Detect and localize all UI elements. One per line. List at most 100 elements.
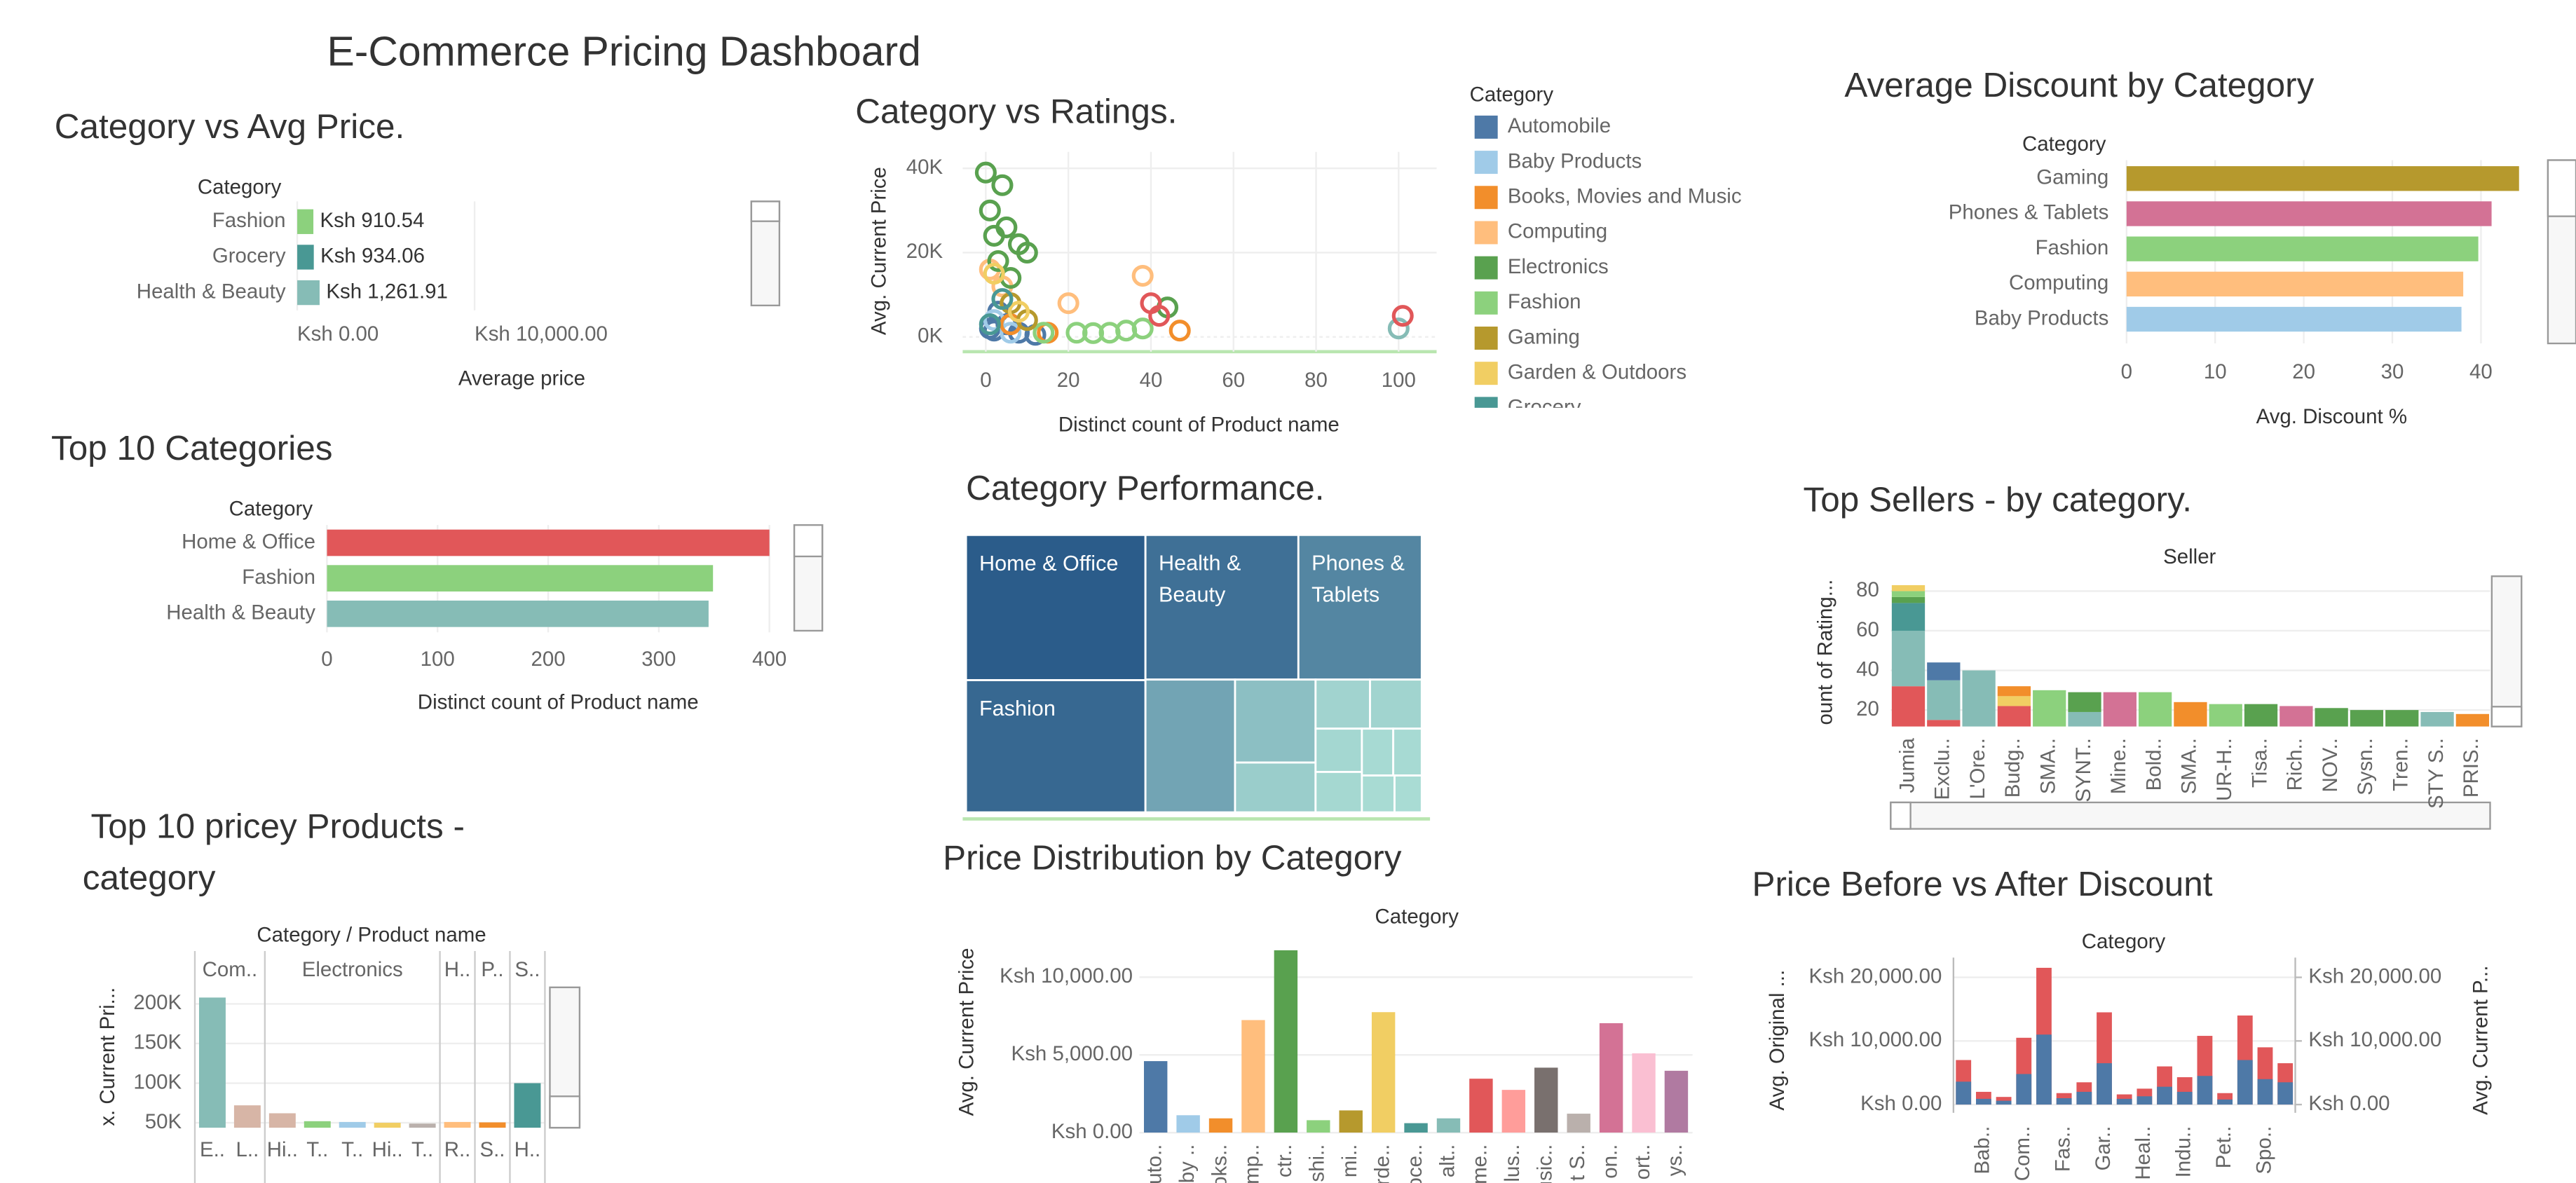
scrollbar[interactable] xyxy=(1890,801,2491,830)
bar xyxy=(2126,201,2492,226)
treemap-cell xyxy=(1361,774,1396,814)
x-tick-label: alt.. xyxy=(1436,1144,1459,1177)
chart-title: Category vs Ratings. xyxy=(855,93,1177,131)
bar xyxy=(1307,1120,1330,1133)
bar xyxy=(297,245,314,270)
bar-segment xyxy=(2279,706,2313,727)
plot-area xyxy=(974,161,1414,346)
scrollbar-thumb[interactable] xyxy=(793,524,824,558)
x-tick-label: Tren.. xyxy=(2390,738,2413,791)
x-tick-label: Com.. xyxy=(2011,1126,2034,1182)
legend-label: Automobile xyxy=(1508,114,1611,137)
y-tick-label: Computing xyxy=(2009,271,2108,294)
legend-swatch xyxy=(1474,291,1498,315)
point xyxy=(1033,322,1055,344)
bar xyxy=(2126,166,2519,191)
bar-segment xyxy=(1927,662,1961,681)
point xyxy=(1387,317,1410,340)
x-tick-label: E.. xyxy=(200,1138,225,1161)
x-tick-label: rde.. xyxy=(1370,1144,1393,1183)
bar xyxy=(268,1113,296,1128)
x-tick-label: uto.. xyxy=(1143,1144,1166,1183)
bar-segment xyxy=(1891,584,1926,592)
point xyxy=(1131,317,1154,340)
scrollbar-thumb[interactable] xyxy=(2547,159,2576,217)
bar xyxy=(2097,1063,2112,1105)
bar xyxy=(1339,1110,1363,1133)
x-tick-label: 100 xyxy=(1382,369,1416,392)
legend-swatch xyxy=(1474,151,1498,175)
point xyxy=(1000,322,1022,344)
bar xyxy=(2056,1097,2072,1105)
y-tick-label: 100K xyxy=(133,1070,182,1093)
bar xyxy=(1534,1067,1558,1133)
x-tick-label: STY S.. xyxy=(2425,738,2448,809)
data-label: Ksh 910.54 xyxy=(320,209,425,232)
bar xyxy=(2036,1034,2052,1105)
legend-swatch xyxy=(1474,221,1498,245)
x-tick-label: T.. xyxy=(411,1138,433,1161)
group-label: H.. xyxy=(444,958,471,981)
bar-segment xyxy=(2033,690,2066,727)
axis-title: Avg. Current Price xyxy=(867,167,890,335)
y-tick-label: 20 xyxy=(1856,697,1879,720)
bar xyxy=(304,1121,331,1128)
scrollbar-thumb[interactable] xyxy=(2490,706,2523,727)
axis-header: Category xyxy=(2082,930,2166,953)
axis-title: Average price xyxy=(458,367,585,390)
bar xyxy=(2116,1098,2132,1105)
bar xyxy=(2197,1076,2213,1105)
legend-label: Grocery xyxy=(1508,396,1581,419)
axis-header: Category xyxy=(2022,132,2106,156)
x-tick-label: PRIS.. xyxy=(2460,738,2483,798)
scrollbar-thumb[interactable] xyxy=(750,200,781,222)
y-tick-label: Ksh 0.00 xyxy=(1051,1120,1133,1143)
x-tick-label: 0 xyxy=(980,369,991,392)
point xyxy=(974,161,997,184)
chart-title: Price Before vs After Discount xyxy=(1752,865,2212,903)
bar xyxy=(2126,306,2462,332)
x-tick-label: Spo.. xyxy=(2252,1126,2275,1175)
y-tick-label: 40K xyxy=(906,156,943,179)
bar-segment xyxy=(1997,696,2031,706)
point xyxy=(1391,305,1414,327)
scrollbar-thumb[interactable] xyxy=(1890,801,1911,830)
x-tick-label: Ksh 0.00 xyxy=(297,322,379,346)
axis-title: x. Current Pri... xyxy=(96,987,119,1126)
x-tick-label: Exclu.. xyxy=(1931,738,1954,800)
x-tick-label: SYNT.. xyxy=(2072,738,2095,802)
chart-title: Category vs Avg Price. xyxy=(55,107,404,146)
scrollbar[interactable] xyxy=(2490,575,2523,727)
bar xyxy=(1143,1061,1168,1133)
plot-area xyxy=(297,209,320,306)
bar-segment xyxy=(1997,706,2031,727)
x-tick-label: Bab.. xyxy=(1971,1126,1994,1175)
bar xyxy=(1241,1020,1265,1133)
legend-label: Baby Products xyxy=(1508,149,1642,172)
y-tick-label: Ksh 20,000.00 xyxy=(1809,964,1942,987)
legend-swatch xyxy=(1474,326,1498,350)
x-tick-label: Indu.. xyxy=(2172,1126,2195,1178)
y2-tick-label: Ksh 10,000.00 xyxy=(2308,1028,2441,1051)
scrollbar-thumb[interactable] xyxy=(549,1095,581,1129)
plot-area xyxy=(1956,967,2294,1105)
bar-segment xyxy=(1891,630,1926,687)
y-tick-label: Ksh 0.00 xyxy=(1860,1092,1942,1115)
treemap-cell xyxy=(1314,727,1363,773)
bar xyxy=(479,1122,506,1128)
group-label: Electronics xyxy=(302,958,403,981)
y-tick-label: 200K xyxy=(133,991,182,1014)
legend-label: Computing xyxy=(1508,220,1607,243)
axis-title: ount of Rating... xyxy=(1813,580,1836,725)
x-tick-label: ctr.. xyxy=(1273,1144,1296,1177)
x-tick-label: 0 xyxy=(321,648,332,671)
bar xyxy=(1632,1053,1656,1133)
legend-label: Books, Movies and Music xyxy=(1508,185,1742,208)
bar-segment xyxy=(1891,596,1926,603)
treemap-label: Phones & Tablets xyxy=(1311,552,1410,607)
axis-title: Avg. Original ... xyxy=(1766,970,1789,1111)
bar xyxy=(2257,1079,2273,1105)
y-tick-label: Ksh 5,000.00 xyxy=(1011,1042,1133,1065)
legend-title: Category xyxy=(1470,83,1554,106)
point xyxy=(1007,301,1030,323)
